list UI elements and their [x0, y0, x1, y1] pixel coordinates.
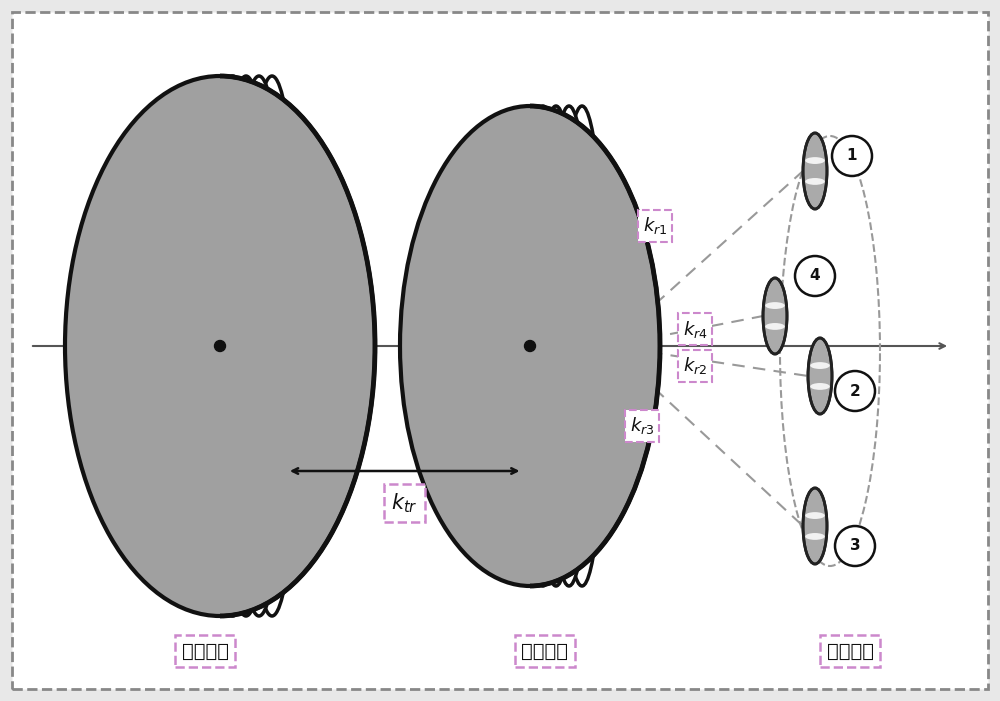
Ellipse shape [65, 76, 375, 616]
Circle shape [214, 341, 226, 351]
Ellipse shape [810, 383, 830, 390]
Ellipse shape [218, 76, 274, 616]
Text: $k_{r1}$: $k_{r1}$ [643, 215, 667, 236]
Circle shape [832, 136, 872, 176]
Circle shape [795, 256, 835, 296]
Ellipse shape [231, 76, 287, 616]
Text: 3: 3 [850, 538, 860, 554]
Text: 1: 1 [847, 149, 857, 163]
Ellipse shape [533, 106, 579, 586]
Ellipse shape [805, 533, 825, 540]
Ellipse shape [400, 106, 660, 586]
Ellipse shape [765, 302, 785, 309]
Circle shape [524, 341, 536, 351]
Ellipse shape [559, 106, 605, 586]
Circle shape [835, 526, 875, 566]
Ellipse shape [205, 76, 261, 616]
Ellipse shape [803, 488, 827, 564]
Ellipse shape [803, 133, 827, 209]
Ellipse shape [520, 106, 566, 586]
Ellipse shape [808, 338, 832, 414]
Ellipse shape [763, 278, 787, 354]
Text: $k_{tr}$: $k_{tr}$ [391, 491, 418, 515]
Text: $k_{r4}$: $k_{r4}$ [683, 318, 707, 339]
Ellipse shape [805, 178, 825, 185]
Ellipse shape [805, 512, 825, 519]
Text: 2: 2 [850, 383, 860, 398]
Text: 发射线圈: 发射线圈 [182, 641, 229, 660]
Text: 负载线圈: 负载线圈 [826, 641, 874, 660]
FancyBboxPatch shape [12, 12, 988, 689]
Text: $k_{r3}$: $k_{r3}$ [630, 416, 654, 437]
Text: 中继线圈: 中继线圈 [522, 641, 568, 660]
Circle shape [835, 371, 875, 411]
Ellipse shape [805, 157, 825, 164]
Text: $k_{r2}$: $k_{r2}$ [683, 355, 707, 376]
Ellipse shape [810, 362, 830, 369]
Ellipse shape [546, 106, 592, 586]
Ellipse shape [244, 76, 300, 616]
Text: 4: 4 [810, 268, 820, 283]
Ellipse shape [765, 323, 785, 330]
